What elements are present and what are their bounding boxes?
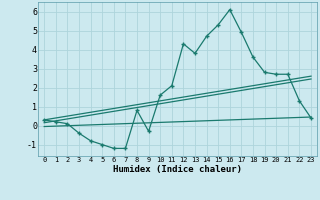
X-axis label: Humidex (Indice chaleur): Humidex (Indice chaleur) (113, 165, 242, 174)
